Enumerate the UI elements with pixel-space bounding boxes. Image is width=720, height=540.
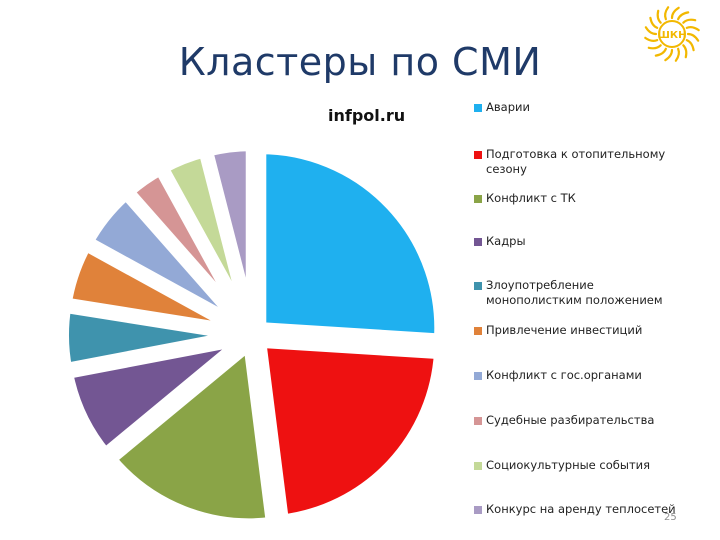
sun-logo-icon: ШКН bbox=[644, 6, 700, 62]
logo-ray bbox=[685, 39, 695, 52]
legend-swatch bbox=[474, 238, 482, 246]
legend-label: Злоупотребление монополистким положением bbox=[486, 278, 663, 307]
legend-swatch bbox=[474, 104, 482, 112]
chart-title: infpol.ru bbox=[328, 106, 406, 125]
legend-label: Привлечение инвестиций bbox=[486, 323, 643, 337]
pie-slice bbox=[253, 335, 447, 528]
legend-item: Подготовка к отопительному сезону bbox=[474, 147, 686, 177]
legend-label: Кадры bbox=[486, 234, 526, 248]
logo-ray bbox=[656, 9, 662, 24]
logo-ray bbox=[649, 16, 659, 29]
legend-swatch bbox=[474, 506, 482, 514]
legend-label: Конкурс на аренду теплосетей bbox=[486, 502, 676, 516]
legend-item: Конкурс на аренду теплосетей bbox=[474, 502, 686, 517]
logo-ray bbox=[647, 44, 662, 50]
logo-ray bbox=[685, 26, 700, 32]
logo-ray bbox=[674, 47, 680, 62]
logo-ray bbox=[686, 32, 700, 42]
legend-label: Подготовка к отопительному сезону bbox=[486, 147, 666, 176]
legend-item: Злоупотребление монополистким положением bbox=[474, 278, 686, 308]
legend-item: Аварии bbox=[474, 100, 686, 115]
legend-item: Социокультурные события bbox=[474, 458, 686, 473]
legend-swatch bbox=[474, 462, 482, 470]
logo-ray bbox=[677, 11, 690, 21]
logo-ray bbox=[664, 6, 670, 21]
legend-item: Привлечение инвестиций bbox=[474, 323, 686, 338]
company-logo: ШКН bbox=[642, 4, 702, 68]
legend-label: Аварии bbox=[486, 100, 530, 114]
legend-item: Конфликт с гос.органами bbox=[474, 368, 686, 383]
legend-item: Кадры bbox=[474, 234, 686, 249]
page-number: 25 bbox=[664, 512, 677, 523]
pie-slice bbox=[102, 332, 279, 531]
legend-swatch bbox=[474, 151, 482, 159]
logo-ray bbox=[664, 48, 674, 62]
logo-ray bbox=[670, 6, 680, 20]
legend-label: Конфликт с ТК bbox=[486, 191, 576, 205]
logo-ray bbox=[682, 18, 697, 24]
pie-slice bbox=[199, 139, 258, 327]
logo-ray bbox=[654, 47, 667, 57]
legend-swatch bbox=[474, 195, 482, 203]
logo-text: ШКН bbox=[658, 30, 687, 41]
legend-swatch bbox=[474, 327, 482, 335]
slide-title: Кластеры по СМИ bbox=[178, 40, 542, 84]
legend-swatch bbox=[474, 282, 482, 290]
logo-ray bbox=[682, 44, 688, 59]
legend-label: Конфликт с гос.органами bbox=[486, 368, 642, 382]
legend-label: Судебные разбирательства bbox=[486, 413, 655, 427]
legend-swatch bbox=[474, 417, 482, 425]
legend-swatch bbox=[474, 372, 482, 380]
pie-slice bbox=[254, 142, 447, 346]
legend-item: Судебные разбирательства bbox=[474, 413, 686, 428]
logo-ray bbox=[644, 26, 658, 36]
legend-item: Конфликт с ТК bbox=[474, 191, 686, 206]
logo-ray bbox=[644, 36, 659, 42]
legend-label: Социокультурные события bbox=[486, 458, 651, 472]
